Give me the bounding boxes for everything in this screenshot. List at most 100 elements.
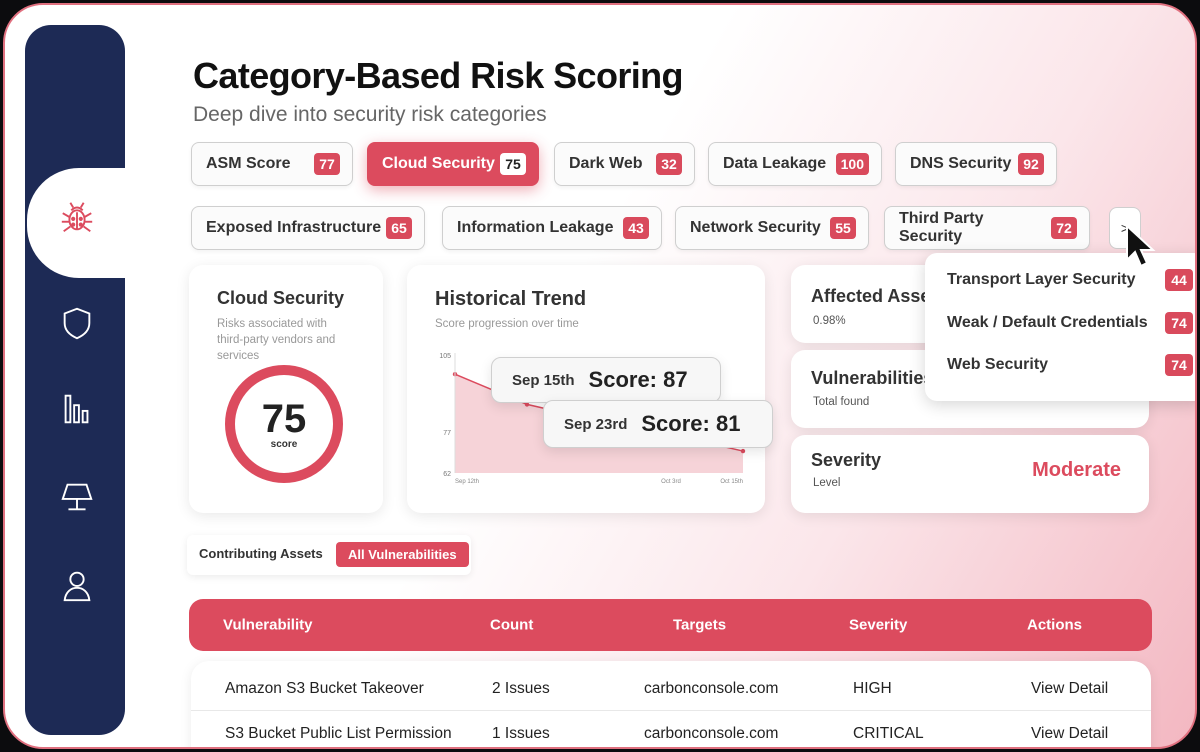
score-ring: 75 score — [225, 365, 343, 483]
cell-vulnerability: S3 Bucket Public List Permission — [225, 725, 452, 742]
cell-vulnerability: Amazon S3 Bucket Takeover — [225, 679, 424, 697]
chevron-right-icon: > — [1120, 220, 1130, 236]
bug-icon[interactable] — [55, 195, 99, 239]
chip-label: Cloud Security — [382, 155, 495, 172]
trend-point — [740, 448, 746, 454]
score-value: 75 — [261, 396, 307, 441]
x-tick-label: Oct 3rd — [661, 479, 681, 485]
chip-label: Network Security — [690, 219, 821, 236]
trend-tooltip-2: Sep 23rd Score: 81 — [543, 400, 773, 448]
cell-count: 2 Issues — [492, 679, 550, 697]
affected-assets-value: 0.98% — [813, 315, 846, 327]
column-header-vulnerability[interactable]: Vulnerability — [223, 616, 313, 634]
category-chip-data-leakage[interactable]: Data Leakage 100 — [708, 142, 882, 186]
tab-contributing-assets[interactable]: Contributing Assets — [199, 546, 323, 561]
severity-sub: Level — [813, 477, 841, 489]
more-categories-dropdown: Transport Layer Security 44 Weak / Defau… — [925, 253, 1195, 401]
column-header-count[interactable]: Count — [490, 616, 534, 634]
vulnerabilities-title: Vulnerabilities — [811, 368, 934, 388]
trend-title: Historical Trend — [435, 288, 587, 310]
column-header-actions[interactable]: Actions — [1027, 616, 1083, 634]
y-tick-label: 105 — [439, 353, 451, 360]
mouse-cursor-icon — [1126, 224, 1156, 268]
chip-score-badge: 92 — [1018, 153, 1044, 175]
chip-label: Exposed Infrastructure — [206, 219, 382, 236]
sidebar — [25, 25, 125, 735]
view-detail-link[interactable]: View Detail — [1031, 679, 1109, 697]
tab-all-vulnerabilities[interactable]: All Vulnerabilities — [336, 542, 469, 567]
trend-subtitle: Score progression over time — [435, 318, 579, 330]
category-chip-cloud-security[interactable]: Cloud Security 75 — [367, 142, 539, 186]
view-toggle: Contributing Assets All Vulnerabilities — [187, 535, 471, 575]
chip-label: DNS Security — [910, 155, 1012, 172]
monitor-icon[interactable] — [55, 475, 99, 519]
dropdown-item-transport-layer-security[interactable]: Transport Layer Security 44 — [947, 269, 1193, 291]
severity-value: Moderate — [1032, 459, 1121, 481]
chip-label: Dark Web — [569, 155, 643, 172]
chip-score-badge: 55 — [830, 217, 856, 239]
score-card: Cloud Security Risks associated with thi… — [189, 265, 383, 513]
dropdown-item-weak-default-credentials[interactable]: Weak / Default Credentials 74 — [947, 312, 1193, 334]
tooltip-date: Sep 23rd — [564, 415, 628, 433]
column-header-severity[interactable]: Severity — [849, 616, 908, 634]
tooltip-score: Score: 87 — [588, 367, 688, 392]
column-header-targets[interactable]: Targets — [673, 616, 727, 634]
sidebar-active-item[interactable] — [27, 168, 125, 278]
severity-card: Severity Level Moderate — [791, 435, 1149, 513]
dropdown-score-badge: 74 — [1165, 354, 1193, 376]
table-row[interactable]: S3 Bucket Public List Permission 1 Issue… — [191, 712, 1151, 747]
chip-score-badge: 100 — [835, 153, 869, 175]
app-window: Category-Based Risk Scoring Deep dive in… — [3, 3, 1197, 749]
y-tick-label: 77 — [443, 430, 451, 437]
table-body: Amazon S3 Bucket Takeover 2 Issues carbo… — [191, 661, 1151, 747]
dropdown-score-badge: 74 — [1165, 312, 1193, 334]
trend-tooltip-1: Sep 15th Score: 87 — [491, 357, 721, 403]
chip-label: Data Leakage — [723, 155, 827, 172]
tooltip-score: Score: 81 — [641, 411, 741, 436]
category-chip-dark-web[interactable]: Dark Web 32 — [554, 142, 695, 186]
dropdown-item-web-security[interactable]: Web Security 74 — [947, 354, 1193, 376]
score-label: score — [270, 438, 298, 450]
shield-icon[interactable] — [55, 301, 99, 345]
score-card-title: Cloud Security — [217, 288, 345, 308]
affected-assets-title: Affected Assets — [811, 286, 947, 306]
cell-target: carbonconsole.com — [644, 679, 779, 697]
category-chip-network-security[interactable]: Network Security 55 — [675, 206, 869, 250]
chip-score-badge: 65 — [386, 217, 412, 239]
cell-target: carbonconsole.com — [644, 725, 779, 742]
bar-chart-icon[interactable] — [55, 387, 99, 431]
table-header: Vulnerability Count Targets Severity Act… — [189, 599, 1152, 651]
y-tick-label: 62 — [443, 471, 451, 478]
cell-severity: CRITICAL — [853, 725, 924, 742]
user-icon[interactable] — [55, 563, 99, 607]
page-subtitle: Deep dive into security risk categories — [193, 103, 547, 126]
severity-title: Severity — [811, 450, 882, 470]
chip-score-badge: 43 — [623, 217, 649, 239]
chip-score-badge: 77 — [314, 153, 340, 175]
category-chip-asm[interactable]: ASM Score 77 — [191, 142, 353, 186]
x-tick-label: Oct 15th — [720, 479, 743, 485]
chip-score-badge: 32 — [656, 153, 682, 175]
chip-score-badge: 75 — [500, 153, 526, 175]
dropdown-item-label: Web Security — [947, 356, 1049, 373]
chip-label: Third Party Security — [899, 210, 984, 245]
view-detail-link[interactable]: View Detail — [1031, 725, 1109, 742]
category-chip-third-party-security[interactable]: Third Party Security 72 — [884, 206, 1090, 250]
category-chip-dns-security[interactable]: DNS Security 92 — [895, 142, 1057, 186]
x-tick-label: Sep 12th — [455, 479, 479, 485]
chip-score-badge: 72 — [1051, 217, 1077, 239]
page-title: Category-Based Risk Scoring — [193, 55, 684, 96]
category-chip-information-leakage[interactable]: Information Leakage 43 — [442, 206, 662, 250]
category-chip-exposed-infrastructure[interactable]: Exposed Infrastructure 65 — [191, 206, 425, 250]
chip-label: Information Leakage — [457, 219, 614, 236]
vulnerabilities-sub: Total found — [813, 396, 870, 408]
dropdown-score-badge: 44 — [1165, 269, 1193, 291]
cell-severity: HIGH — [853, 679, 892, 697]
chip-label: ASM Score — [206, 155, 291, 172]
dropdown-item-label: Weak / Default Credentials — [947, 314, 1148, 331]
dropdown-item-label: Transport Layer Security — [947, 271, 1136, 288]
trend-point — [524, 402, 530, 407]
tooltip-date: Sep 15th — [512, 371, 575, 389]
cell-count: 1 Issues — [492, 725, 550, 742]
table-row[interactable]: Amazon S3 Bucket Takeover 2 Issues carbo… — [191, 667, 1151, 711]
